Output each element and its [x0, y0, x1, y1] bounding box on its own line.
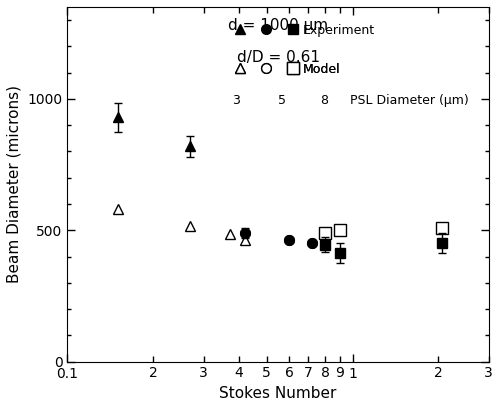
Legend: , , Model: , , Model — [234, 63, 340, 76]
Text: 3: 3 — [232, 94, 240, 107]
Text: PSL Diameter (μm): PSL Diameter (μm) — [350, 94, 469, 107]
Text: 8: 8 — [320, 94, 328, 107]
Text: d = 1000 μm: d = 1000 μm — [228, 18, 328, 33]
Y-axis label: Beam Diameter (microns): Beam Diameter (microns) — [7, 85, 22, 283]
Text: d/D = 0.61: d/D = 0.61 — [236, 49, 320, 64]
X-axis label: Stokes Number: Stokes Number — [220, 386, 337, 401]
Text: 5: 5 — [278, 94, 286, 107]
